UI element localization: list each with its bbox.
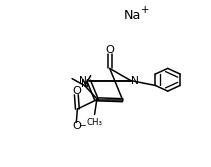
Text: −: − (78, 120, 86, 129)
Text: CH₃: CH₃ (87, 118, 103, 127)
Text: +: + (141, 5, 149, 15)
Text: N: N (79, 76, 87, 86)
Text: O: O (105, 45, 114, 55)
Text: Na: Na (124, 9, 142, 22)
Text: O: O (72, 86, 81, 96)
Text: N: N (131, 76, 139, 86)
Text: O: O (72, 121, 81, 131)
Text: N: N (81, 79, 89, 89)
